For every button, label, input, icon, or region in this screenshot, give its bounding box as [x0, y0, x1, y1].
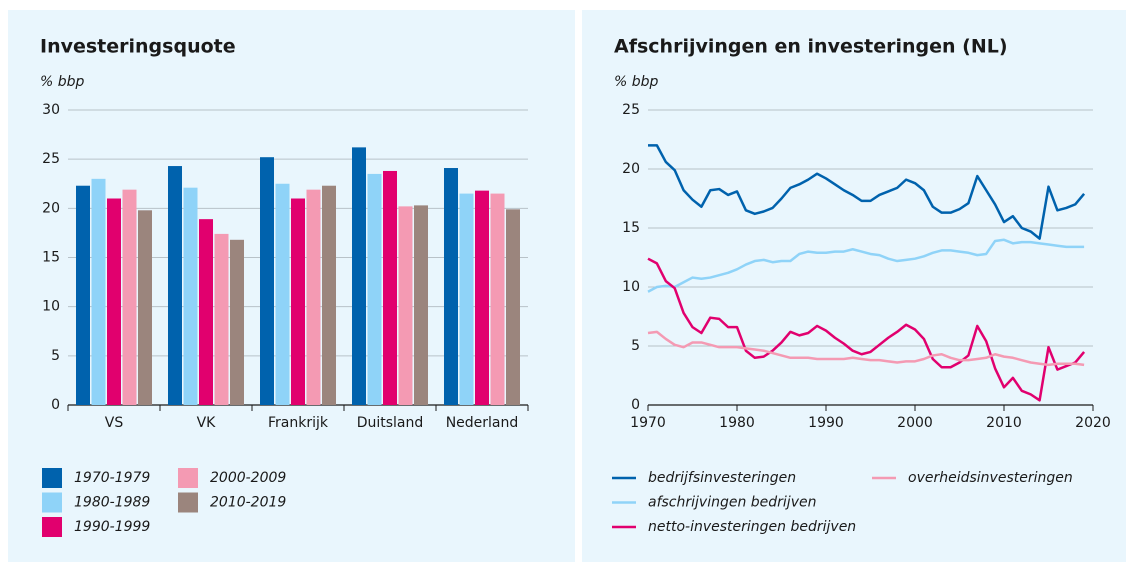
bar [91, 178, 106, 405]
y-tick-label: 5 [631, 338, 640, 354]
x-tick-label: Duitsland [357, 415, 424, 431]
chart-title: Investeringsquote [40, 36, 236, 58]
line-series [647, 257, 1086, 402]
y-tick-label: 10 [42, 299, 60, 315]
y-tick-label: 20 [42, 200, 60, 216]
x-tick-label: 2000 [897, 415, 933, 431]
bar [76, 185, 90, 405]
legend-swatch [178, 468, 198, 488]
line-series [647, 330, 1085, 367]
x-tick-label: VK [197, 415, 217, 431]
y-tick-label: 0 [51, 397, 60, 413]
line-series [648, 144, 1086, 240]
legend-label: 2000-2009 [210, 470, 286, 486]
bar [214, 233, 229, 405]
x-tick-label: 1980 [719, 415, 755, 431]
legend-label: overheidsinvesteringen [908, 470, 1073, 486]
legend-label: afschrijvingen bedrijven [648, 495, 816, 511]
legend-swatch [42, 468, 62, 488]
legend-label: 1980-1989 [74, 495, 150, 511]
legend-swatch [178, 492, 198, 513]
y-axis-unit: % bbp [40, 74, 85, 90]
x-tick-label: Nederland [446, 415, 519, 431]
bar [475, 190, 489, 405]
bar [138, 210, 152, 405]
y-tick-label: 25 [622, 102, 640, 118]
x-tick-label: 2020 [1075, 415, 1111, 431]
legend-swatch [42, 517, 62, 537]
y-tick-label: 15 [42, 250, 60, 266]
bar [383, 170, 397, 405]
y-tick-label: 25 [42, 151, 60, 167]
bar [107, 198, 121, 405]
bar [414, 205, 428, 405]
y-tick-label: 20 [622, 161, 640, 177]
y-tick-label: 30 [42, 102, 60, 118]
bar [459, 193, 474, 405]
bar [352, 147, 366, 405]
bar [199, 219, 213, 405]
bar [506, 209, 520, 405]
legend-label: 2010-2019 [210, 495, 286, 511]
bar [260, 157, 274, 405]
x-tick-label: 1970 [630, 415, 666, 431]
bar [367, 173, 382, 405]
bar [168, 166, 182, 405]
legend-label: bedrijfsinvesteringen [648, 470, 796, 486]
bar [444, 168, 458, 405]
bar [306, 189, 321, 405]
bar [398, 206, 413, 405]
chart-title: Afschrijvingen en investeringen (NL) [614, 36, 1008, 58]
legend-label: 1970-1979 [74, 470, 150, 486]
x-tick-label: VS [105, 415, 124, 431]
legend-label: netto-investeringen bedrijven [648, 519, 856, 535]
legend-swatch [42, 492, 62, 513]
y-tick-label: 0 [631, 397, 640, 413]
x-tick-label: Frankrijk [268, 415, 329, 431]
legend-label: 1990-1999 [74, 519, 150, 535]
y-tick-label: 10 [622, 279, 640, 295]
bar [122, 189, 137, 405]
bar [275, 183, 290, 405]
y-axis-unit: % bbp [614, 74, 659, 90]
bar [490, 193, 505, 405]
x-tick-label: 1990 [808, 415, 844, 431]
bar [322, 185, 336, 405]
bar [183, 187, 198, 405]
bar [230, 239, 244, 405]
x-tick-label: 2010 [986, 415, 1022, 431]
y-tick-label: 15 [622, 220, 640, 236]
line-series [647, 238, 1085, 293]
bar [291, 198, 305, 405]
y-tick-label: 5 [51, 348, 60, 364]
